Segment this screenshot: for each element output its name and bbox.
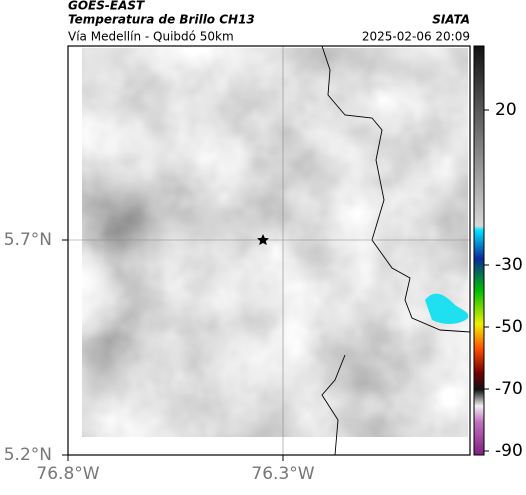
cold-cloud bbox=[425, 293, 469, 324]
boundary-line bbox=[321, 46, 470, 455]
colorbar-tick-label: -50 bbox=[495, 317, 523, 337]
location-marker bbox=[257, 234, 269, 245]
map-subtitle: Vía Medellín - Quibdó 50km bbox=[68, 30, 234, 44]
map-title: Temperatura de Brillo CH13 bbox=[68, 13, 255, 27]
lat-tick-label: 5.7°N bbox=[4, 230, 52, 250]
colorbar-tick-label: -30 bbox=[495, 255, 523, 275]
lon-tick-label: 76.8°W bbox=[36, 464, 99, 484]
map-area bbox=[68, 46, 470, 455]
lat-tick-label: 5.2°N bbox=[4, 445, 52, 465]
datetime-label: 2025-02-06 20:09 bbox=[362, 30, 470, 44]
colorbar-tick-label: -70 bbox=[495, 379, 523, 399]
lon-tick-label: 76.3°W bbox=[251, 464, 314, 484]
colorbar-tick-label: -90 bbox=[495, 441, 523, 461]
colorbar bbox=[473, 45, 485, 456]
source-label: SIATA bbox=[432, 13, 470, 27]
brightness-image bbox=[82, 48, 468, 437]
colorbar-tick-label: 20 bbox=[495, 100, 517, 120]
satellite-label: GOES-EAST bbox=[68, 0, 145, 13]
map-frame bbox=[67, 45, 471, 456]
